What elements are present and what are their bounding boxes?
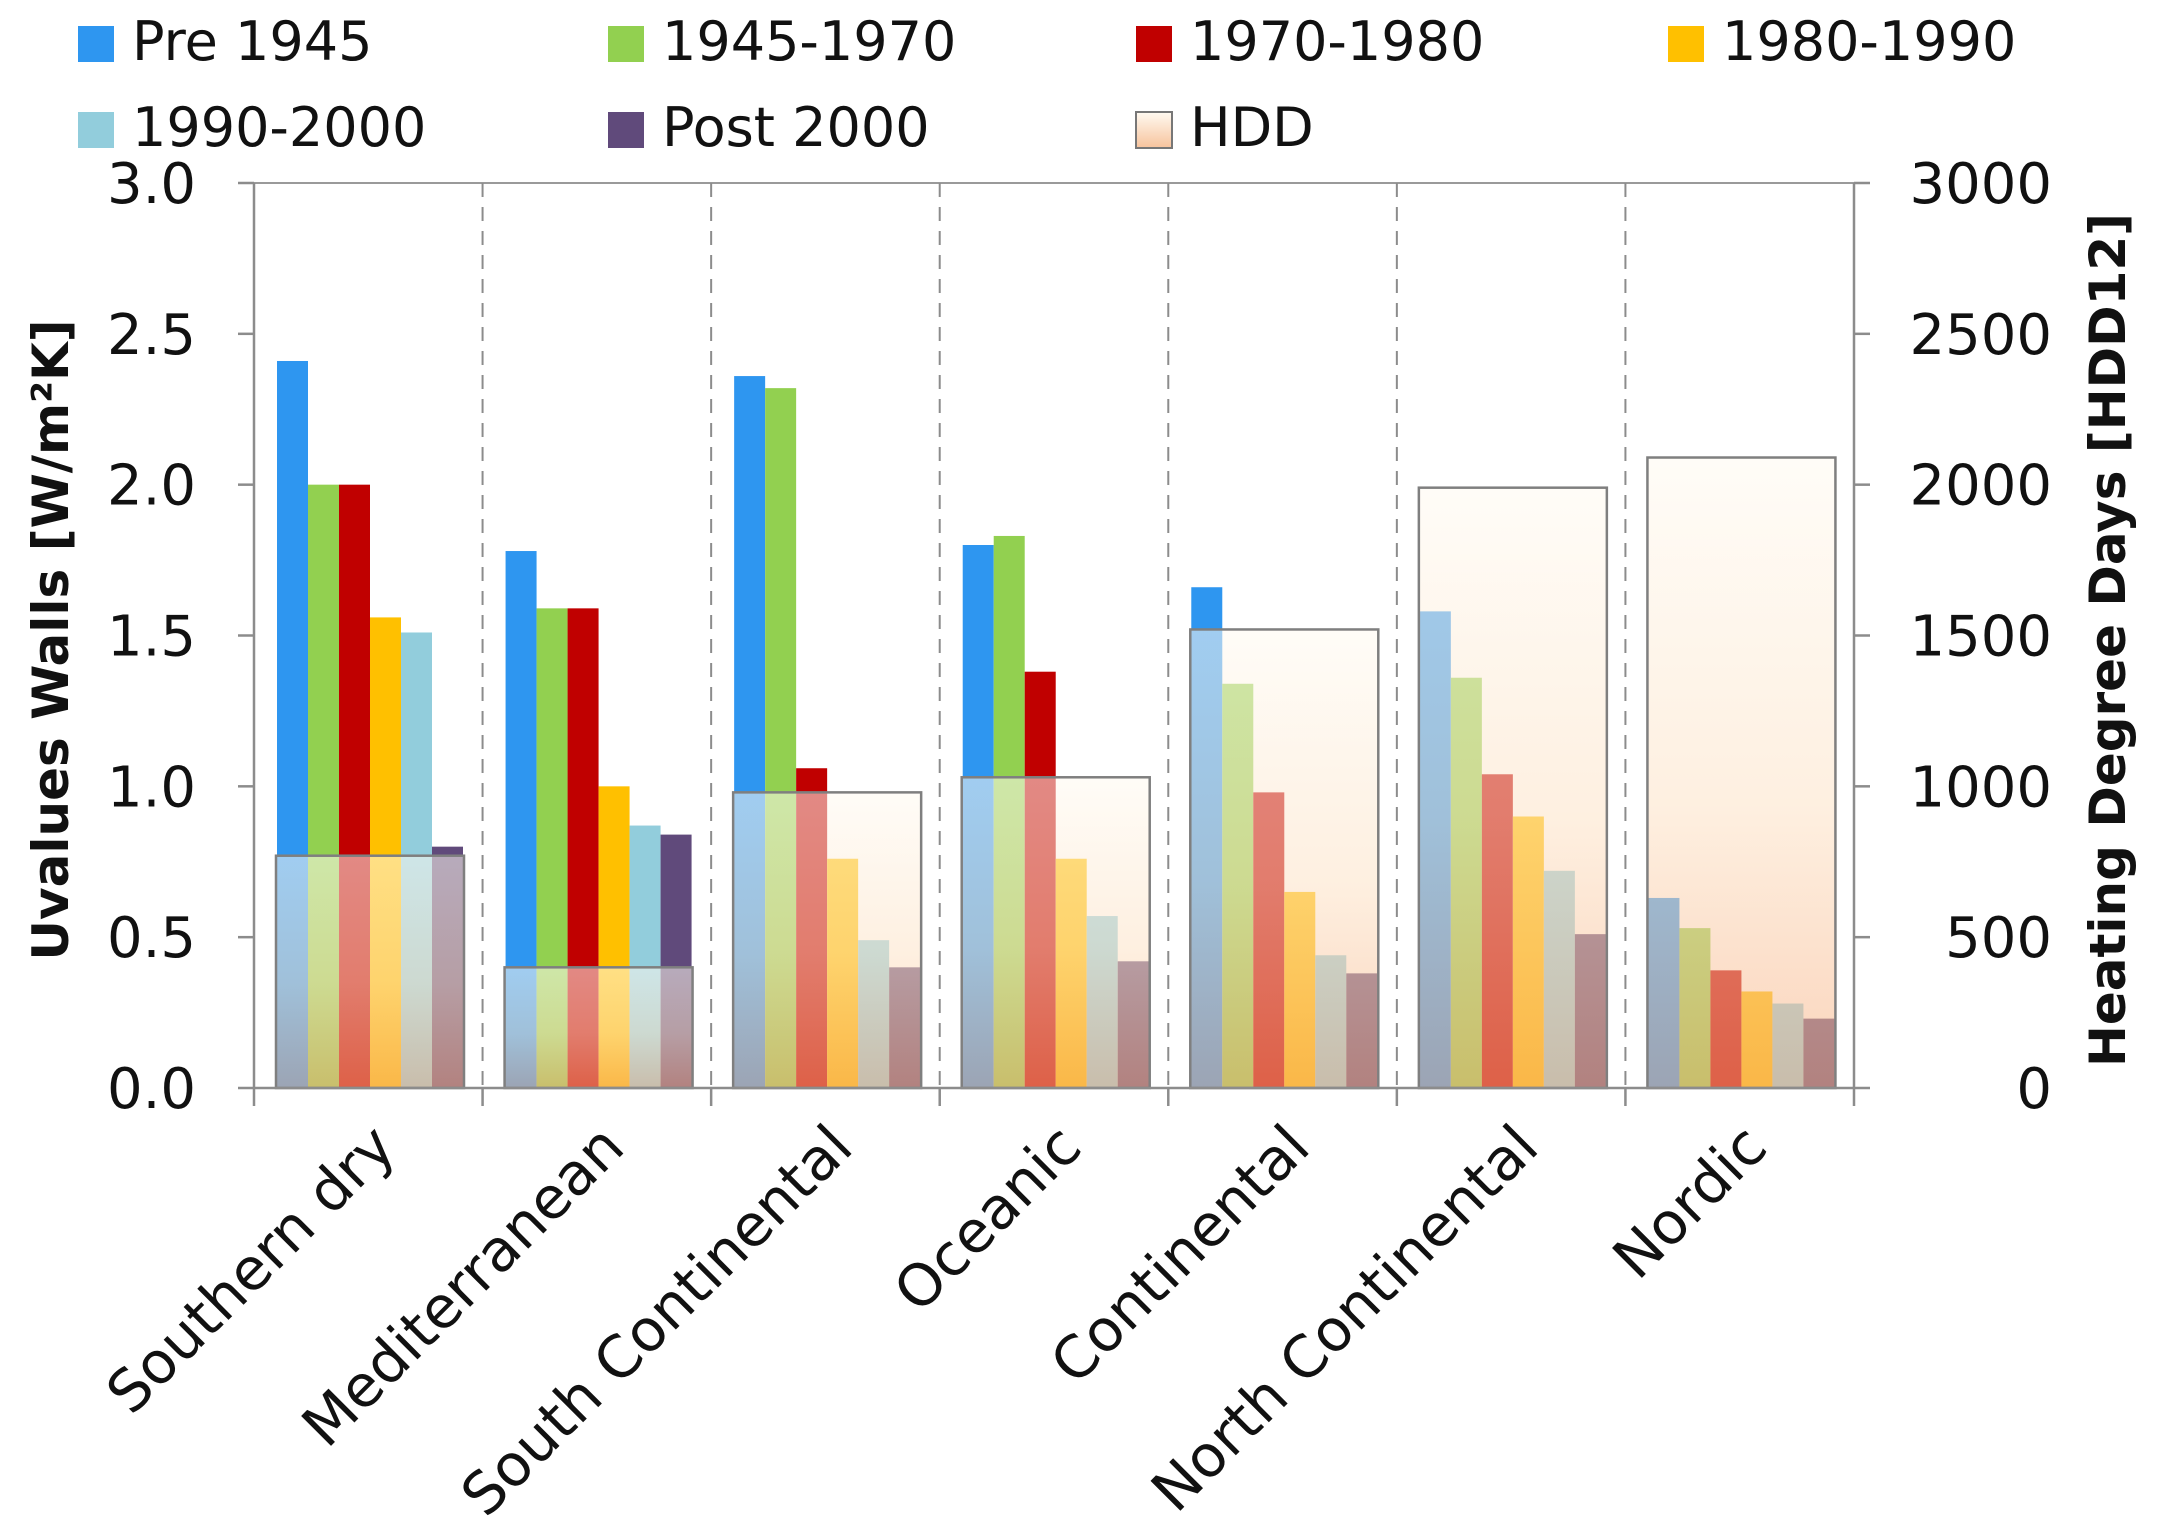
y-axis-ticks: 0.0 0.5 1.0 1.5 2.0 2.5 3.0 bbox=[107, 152, 254, 1122]
y-tick-label: 2.5 bbox=[107, 303, 196, 368]
hdd-box bbox=[503, 966, 694, 1090]
y2-tick-label: 2000 bbox=[1909, 454, 2052, 519]
legend-label: 1980-1990 bbox=[1722, 10, 2016, 73]
category-label: Nordic bbox=[1600, 1112, 1780, 1292]
hdd-box bbox=[1646, 456, 1837, 1090]
y-tick-label: 0.5 bbox=[107, 906, 196, 971]
legend-swatch bbox=[1668, 26, 1704, 62]
hdd-box bbox=[731, 791, 923, 1090]
hdd-box bbox=[960, 776, 1151, 1090]
hdd-box bbox=[1189, 628, 1380, 1090]
y2-tick-label: 3000 bbox=[1909, 152, 2052, 217]
category-separators bbox=[481, 183, 1627, 1088]
y2-tick-label: 2500 bbox=[1909, 303, 2052, 368]
y-axis-title: Uvalues Walls [W/m²K] bbox=[22, 319, 80, 960]
legend-swatch bbox=[78, 26, 114, 62]
category-label: South Continental bbox=[448, 1112, 865, 1529]
y-tick-label: 0.0 bbox=[107, 1057, 196, 1122]
legend: Pre 1945 1945-1970 1970-1980 1980-1990 1990-… bbox=[78, 10, 2016, 159]
legend-label: Pre 1945 bbox=[132, 10, 372, 73]
legend-swatch bbox=[608, 26, 644, 62]
y-tick-label: 2.0 bbox=[107, 454, 196, 519]
legend-swatch bbox=[608, 112, 644, 148]
hdd-box bbox=[274, 854, 466, 1090]
legend-swatch bbox=[1136, 26, 1172, 62]
legend-swatch-hdd bbox=[1135, 111, 1173, 149]
hdd-box bbox=[1417, 486, 1609, 1090]
y2-tick-label: 1500 bbox=[1909, 605, 2052, 670]
legend-label: 1990-2000 bbox=[132, 96, 426, 159]
legend-label: Post 2000 bbox=[662, 96, 930, 159]
y2-tick-label: 1000 bbox=[1909, 755, 2052, 820]
y-tick-label: 1.0 bbox=[107, 755, 196, 820]
legend-label: 1945-1970 bbox=[662, 10, 956, 73]
legend-label: HDD bbox=[1190, 96, 1314, 159]
y2-axis-ticks: 0 500 1000 1500 2000 2500 3000 bbox=[1854, 152, 2052, 1122]
y-tick-label: 1.5 bbox=[107, 605, 196, 670]
category-label: North Continental bbox=[1138, 1112, 1551, 1525]
y2-axis-title: Heating Degree Days [HDD12] bbox=[2079, 213, 2137, 1067]
y-tick-label: 3.0 bbox=[107, 152, 196, 217]
legend-label: 1970-1980 bbox=[1190, 10, 1484, 73]
hdd-series bbox=[274, 456, 1837, 1090]
y2-tick-label: 500 bbox=[1945, 906, 2052, 971]
category-label: Oceanic bbox=[881, 1112, 1094, 1325]
y2-tick-label: 0 bbox=[2016, 1057, 2052, 1122]
legend-swatch bbox=[78, 112, 114, 148]
